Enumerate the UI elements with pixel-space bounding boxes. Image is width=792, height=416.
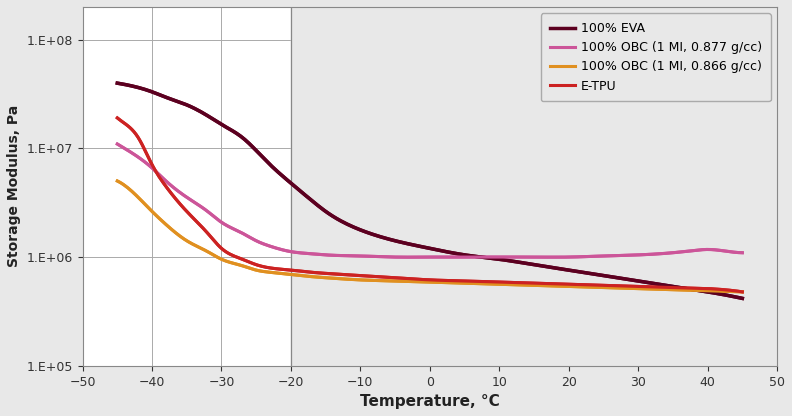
E-TPU bbox=[639, 284, 649, 289]
E-TPU bbox=[112, 115, 122, 120]
100% EVA bbox=[679, 286, 688, 291]
Bar bbox=[291, 7, 777, 366]
Y-axis label: Storage Modulus, Pa: Storage Modulus, Pa bbox=[7, 105, 21, 267]
100% OBC (1 MI, 0.866 g/cc) bbox=[679, 287, 688, 292]
E-TPU bbox=[482, 279, 492, 284]
100% OBC (1 MI, 0.866 g/cc) bbox=[115, 180, 124, 185]
E-TPU bbox=[115, 117, 124, 122]
Line: 100% OBC (1 MI, 0.877 g/cc): 100% OBC (1 MI, 0.877 g/cc) bbox=[117, 144, 742, 257]
E-TPU bbox=[495, 280, 505, 285]
100% OBC (1 MI, 0.877 g/cc) bbox=[737, 250, 747, 255]
100% EVA bbox=[112, 81, 122, 86]
Line: 100% EVA: 100% EVA bbox=[117, 83, 742, 298]
E-TPU bbox=[737, 290, 747, 295]
100% OBC (1 MI, 0.877 g/cc) bbox=[403, 255, 413, 260]
Legend: 100% EVA, 100% OBC (1 MI, 0.877 g/cc), 100% OBC (1 MI, 0.866 g/cc), E-TPU: 100% EVA, 100% OBC (1 MI, 0.877 g/cc), 1… bbox=[541, 13, 771, 102]
100% OBC (1 MI, 0.866 g/cc) bbox=[112, 178, 122, 183]
100% OBC (1 MI, 0.877 g/cc) bbox=[681, 249, 691, 254]
100% OBC (1 MI, 0.877 g/cc) bbox=[642, 252, 651, 257]
100% EVA bbox=[485, 255, 494, 260]
100% OBC (1 MI, 0.866 g/cc) bbox=[639, 286, 649, 291]
100% EVA bbox=[737, 296, 747, 301]
100% OBC (1 MI, 0.866 g/cc) bbox=[485, 282, 494, 287]
100% EVA bbox=[115, 81, 124, 86]
100% OBC (1 MI, 0.866 g/cc) bbox=[482, 281, 492, 286]
100% OBC (1 MI, 0.877 g/cc) bbox=[487, 255, 497, 260]
100% EVA bbox=[639, 280, 649, 285]
100% OBC (1 MI, 0.877 g/cc) bbox=[497, 255, 507, 260]
100% OBC (1 MI, 0.877 g/cc) bbox=[112, 141, 122, 146]
100% EVA bbox=[495, 257, 505, 262]
100% OBC (1 MI, 0.877 g/cc) bbox=[485, 255, 494, 260]
E-TPU bbox=[679, 285, 688, 290]
Line: E-TPU: E-TPU bbox=[117, 118, 742, 292]
100% OBC (1 MI, 0.877 g/cc) bbox=[115, 143, 124, 148]
Line: 100% OBC (1 MI, 0.866 g/cc): 100% OBC (1 MI, 0.866 g/cc) bbox=[117, 181, 742, 292]
E-TPU bbox=[485, 279, 494, 284]
X-axis label: Temperature, °C: Temperature, °C bbox=[360, 394, 500, 409]
100% OBC (1 MI, 0.866 g/cc) bbox=[495, 282, 505, 287]
100% EVA bbox=[482, 255, 492, 260]
100% OBC (1 MI, 0.866 g/cc) bbox=[737, 290, 747, 295]
